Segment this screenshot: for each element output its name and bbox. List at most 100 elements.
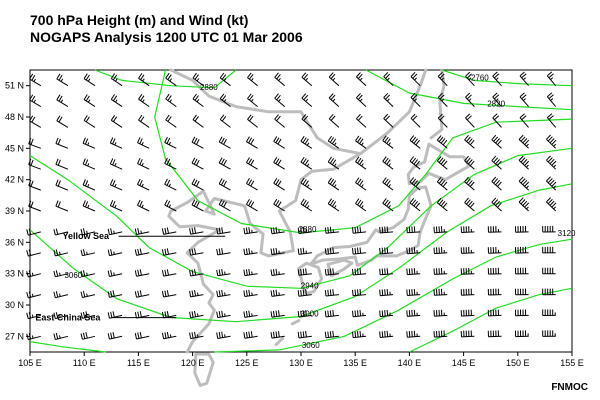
- wind-barb: [352, 309, 367, 318]
- wind-barb: [28, 158, 41, 170]
- wind-barb: [109, 158, 123, 170]
- wind-barb: [56, 73, 69, 87]
- wind-barb: [487, 330, 502, 338]
- wind-barb: [355, 135, 367, 149]
- wind-barb: [515, 309, 529, 317]
- wind-barb: [518, 197, 530, 212]
- wind-barb: [297, 247, 312, 255]
- wind-barb: [515, 246, 529, 254]
- wind-barb: [382, 135, 394, 149]
- wind-barb: [26, 249, 41, 257]
- wind-barb: [406, 288, 421, 296]
- wind-barb: [26, 312, 41, 320]
- wind-barb: [273, 157, 285, 170]
- contour-label: 2760: [471, 73, 489, 82]
- wind-barb: [546, 92, 557, 107]
- wind-barb: [53, 228, 69, 236]
- wind-barb: [161, 290, 177, 298]
- wind-barb: [134, 269, 150, 277]
- wind-barb: [219, 114, 231, 128]
- wind-barb: [134, 290, 150, 298]
- wind-barb: [300, 198, 313, 212]
- lon-tick-label: 155 E: [560, 358, 584, 368]
- lat-tick-label: 30 N: [5, 300, 24, 310]
- wind-barb: [80, 249, 96, 257]
- wind-barb: [28, 138, 41, 149]
- wind-barb: [460, 288, 475, 296]
- wind-barb: [492, 92, 502, 107]
- wind-barb: [297, 268, 312, 276]
- wind-barb: [191, 136, 204, 149]
- wind-barb: [328, 72, 340, 87]
- wind-barb: [80, 290, 96, 298]
- wind-barb: [515, 330, 529, 338]
- wind-barb: [164, 136, 177, 149]
- wind-barb: [327, 135, 340, 149]
- contour-label: 2940: [301, 281, 319, 290]
- wind-barb: [460, 226, 475, 233]
- coastline: [429, 68, 446, 140]
- wind-barb: [352, 226, 367, 234]
- wind-barb: [270, 247, 285, 256]
- wind-barb: [192, 72, 204, 87]
- wind-barb: [409, 177, 421, 191]
- wind-barb: [487, 288, 502, 296]
- wind-barb: [297, 310, 312, 318]
- coastline: [167, 152, 363, 354]
- wind-barb: [83, 94, 96, 108]
- wind-barb: [109, 137, 123, 149]
- wind-barb: [297, 289, 312, 297]
- height-contour: [29, 147, 573, 289]
- height-contour: [441, 69, 573, 87]
- wind-barb: [165, 72, 177, 87]
- wind-barb: [492, 113, 502, 128]
- wind-barb: [80, 332, 96, 340]
- wind-barb: [219, 93, 231, 107]
- wind-barb: [433, 226, 448, 234]
- wind-barb: [409, 156, 421, 170]
- wind-barb: [515, 288, 529, 296]
- wind-barb: [189, 331, 204, 340]
- wind-barb: [273, 177, 285, 191]
- wind-barb: [243, 248, 258, 256]
- wind-barb: [26, 291, 41, 299]
- chart-title: 700 hPa Height (m) and Wind (kt): [30, 12, 249, 28]
- wind-barb: [436, 156, 448, 170]
- wind-barb: [80, 270, 96, 278]
- wind-barb: [216, 331, 231, 339]
- wind-barb: [110, 73, 123, 87]
- wind-barb: [518, 176, 530, 191]
- wind-barb: [324, 226, 339, 234]
- wind-barb: [270, 227, 285, 235]
- wind-barb: [515, 267, 529, 275]
- wind-barb: [352, 247, 367, 255]
- wind-barb: [164, 157, 177, 170]
- lat-tick-label: 33 N: [5, 269, 24, 279]
- wind-barb: [542, 309, 556, 316]
- wind-barb: [410, 71, 421, 87]
- lon-tick-label: 105 E: [18, 358, 42, 368]
- coastline: [297, 261, 324, 295]
- height-contour: [214, 238, 573, 353]
- wind-barb: [82, 200, 96, 212]
- wind-barb: [464, 155, 475, 170]
- wind-barb: [80, 228, 96, 236]
- wind-barb: [189, 227, 204, 235]
- wind-barb: [379, 268, 394, 276]
- wind-barb: [107, 332, 123, 340]
- wind-barb: [165, 93, 177, 108]
- wind-barb: [436, 176, 448, 191]
- wind-barb: [433, 330, 448, 338]
- wind-barb: [492, 71, 502, 87]
- wind-barb: [382, 177, 394, 191]
- wind-barb: [433, 267, 448, 275]
- wind-barb: [491, 197, 502, 212]
- wind-barb: [29, 73, 42, 87]
- wind-barb: [356, 113, 367, 128]
- contour-label: 3060: [302, 341, 320, 350]
- wind-barb: [216, 310, 231, 319]
- wind-barb: [464, 197, 475, 212]
- wind-barb: [515, 225, 529, 233]
- wind-barb: [189, 290, 204, 298]
- lat-tick-label: 39 N: [5, 206, 24, 216]
